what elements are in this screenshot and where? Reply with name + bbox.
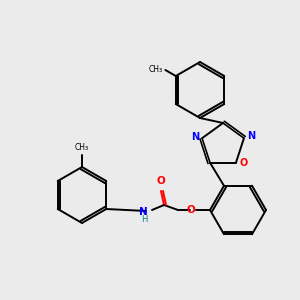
Text: H: H: [142, 214, 148, 224]
Text: CH₃: CH₃: [75, 143, 89, 152]
Text: O: O: [157, 176, 165, 186]
Text: N: N: [191, 132, 199, 142]
Text: CH₃: CH₃: [148, 65, 162, 74]
Text: N: N: [247, 131, 255, 141]
Text: O: O: [240, 158, 248, 168]
Text: O: O: [186, 205, 195, 215]
Text: N: N: [139, 207, 148, 217]
